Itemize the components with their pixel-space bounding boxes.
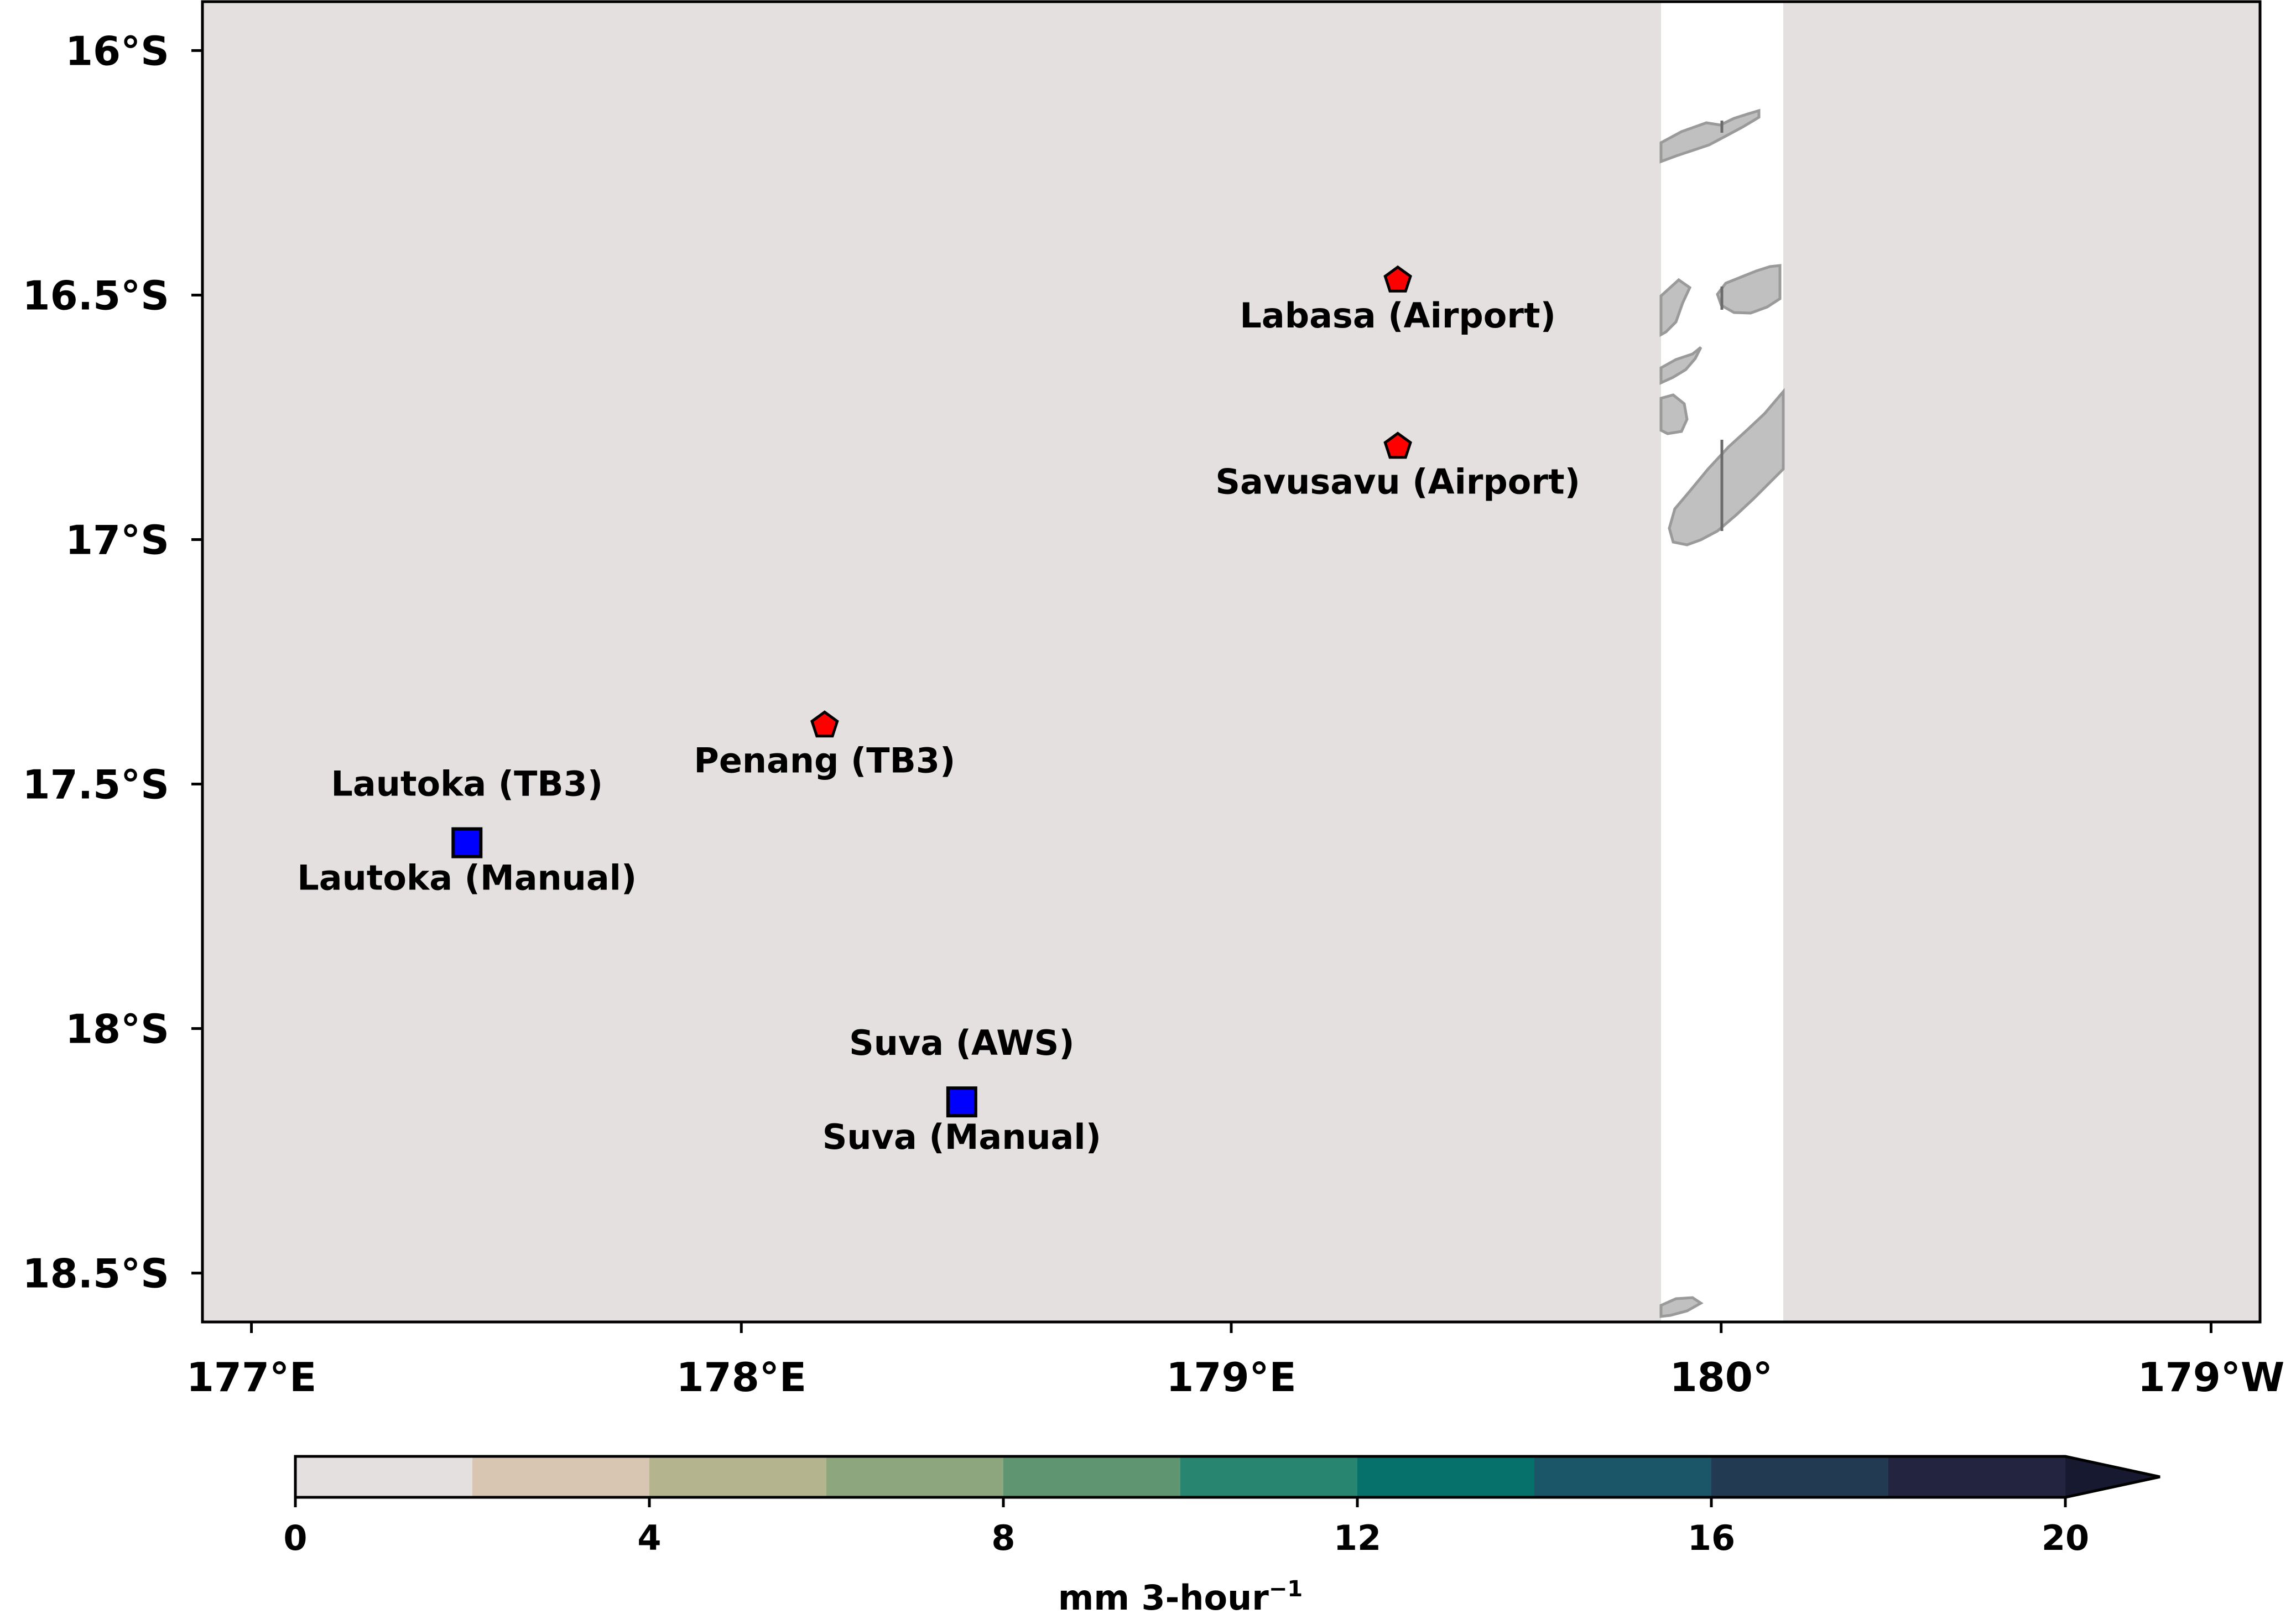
station-label: Labasa (Airport) (1240, 295, 1556, 336)
colorbar-tick-label: 16 (1688, 1518, 1735, 1558)
y-tick-label: 17.5°S (23, 762, 170, 808)
station-label: Suva (Manual) (822, 1117, 1101, 1157)
island-taveuni-north (1659, 278, 1692, 337)
x-tick-label: 179°E (1166, 1354, 1296, 1401)
y-axis-ticks: 16°S 16.5°S 17°S 17.5°S 18°S 18.5°S (23, 28, 202, 1297)
island-rabi (1716, 264, 1782, 315)
x-tick-label: 179°W (2138, 1354, 2285, 1401)
station-marker-pentagon (810, 710, 839, 738)
station-label: Savusavu (Airport) (1215, 462, 1580, 502)
y-tick-label: 18.5°S (23, 1251, 170, 1297)
x-tick-label: 180° (1670, 1354, 1773, 1401)
y-tick-label: 17°S (65, 517, 169, 563)
island-taveuni (1668, 388, 1785, 546)
island-small-reef (1659, 346, 1703, 385)
x-tick-label: 178°E (676, 1354, 806, 1401)
x-axis-ticks: 177°E 178°E 179°E 180° 179°W (186, 1322, 2284, 1401)
colorbar-tick-label: 0 (283, 1518, 307, 1558)
colorbar-label-main: mm 3-hour (1058, 1578, 1269, 1618)
island-vanua-levu-tip (1659, 108, 1761, 164)
colorbar-outline (294, 1455, 2160, 1499)
colorbar-tick-label: 20 (2042, 1518, 2089, 1558)
colorbar-label-superscript: −1 (1269, 1576, 1303, 1602)
colorbar-segment (472, 1456, 650, 1497)
colorbar-tick-label: 4 (637, 1518, 661, 1558)
station-label: Lautoka (TB3) (331, 764, 603, 804)
y-tick-label: 16.5°S (23, 272, 170, 319)
colorbar-segment (1003, 1456, 1181, 1497)
colorbar-segment (1357, 1456, 1535, 1497)
station-marker-square (451, 827, 483, 858)
colorbar: 0 4 8 12 16 20 mm 3-hour−1 (283, 1455, 2160, 1618)
station-label: Lautoka (Manual) (297, 858, 637, 898)
colorbar-segment (1534, 1456, 1712, 1497)
colorbar-segments (295, 1456, 2066, 1497)
map-panel: 177°E 178°E 179°E 180° 179°W 16°S16.5°S17°S1… (23, 0, 2284, 1401)
y-tick-label: 18°S (65, 1006, 169, 1053)
station-marker-pentagon (1383, 265, 1412, 293)
colorbar-segment (649, 1456, 827, 1497)
island-south-edge (1659, 1296, 1704, 1318)
colorbar-label: mm 3-hour−1 (1058, 1576, 1303, 1618)
colorbar-segment (826, 1456, 1004, 1497)
x-tick-label: 177°E (186, 1354, 316, 1401)
colorbar-extend-arrow (2065, 1456, 2160, 1497)
station-label: Penang (TB3) (694, 740, 955, 780)
colorbar-tick-label: 12 (1334, 1518, 1381, 1558)
y-tick-label: 16°S (65, 28, 169, 74)
colorbar-segment (295, 1456, 473, 1497)
colorbar-segment (1711, 1456, 1889, 1497)
land-features (1659, 108, 1785, 1318)
colorbar-segment (1180, 1456, 1358, 1497)
colorbar-segment (1888, 1456, 2066, 1497)
colorbar-tick-label: 8 (991, 1518, 1015, 1558)
station-label: Suva (AWS) (849, 1023, 1075, 1063)
data-gap-strip (1661, 2, 1783, 1322)
station-marker-square (946, 1086, 977, 1118)
colorbar-ticks: 0 4 8 12 16 20 (283, 1497, 2089, 1558)
station-marker-pentagon (1383, 431, 1412, 459)
stations-layer: Labasa (Airport) Savusavu (Airport) Penang… (297, 265, 1580, 1157)
map-background (202, 2, 2260, 1322)
island-small-reef-2 (1659, 393, 1689, 435)
